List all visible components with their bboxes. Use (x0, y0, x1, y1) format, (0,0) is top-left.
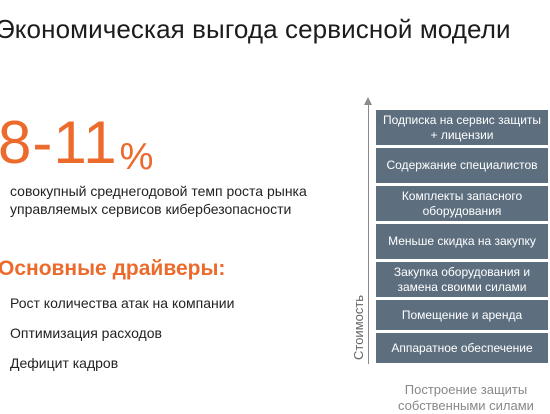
driver-item: Рост количества атак на компании (10, 295, 235, 311)
cost-block-spare-kits: Комплекты запасного оборудования (376, 186, 548, 221)
cost-block-procurement: Закупка оборудования и замена своими сил… (376, 262, 548, 297)
cost-stack: Подписка на сервис защиты + лицензии Сод… (376, 110, 548, 363)
cost-axis-arrow-icon (364, 97, 372, 105)
drivers-title: Основные драйверы: (0, 257, 226, 280)
drivers-list: Рост количества атак на компании Оптимиз… (10, 294, 234, 384)
growth-rate-description: совокупный среднегодовой темп роста рынк… (10, 183, 307, 217)
page-title: Экономическая выгода сервисной модели (0, 14, 511, 44)
driver-item: Оптимизация расходов (10, 325, 162, 341)
cost-block-premises: Помещение и аренда (376, 300, 548, 330)
cost-block-hardware: Аппаратное обеспечение (376, 333, 548, 363)
cost-axis-label-text: Стоимость (351, 294, 366, 360)
cost-block-staff: Содержание специалистов (376, 148, 548, 183)
cost-stack-caption: Построение защиты собственными силами (398, 382, 534, 413)
cost-block-discount: Меньше скидка на закупку (376, 224, 548, 259)
growth-rate-value: 8-11 (0, 109, 118, 176)
cost-axis-line (368, 104, 369, 364)
cost-block-subscription: Подписка на сервис защиты + лицензии (376, 110, 548, 145)
driver-item: Дефицит кадров (10, 355, 119, 371)
growth-rate-stat: 8-11% (0, 108, 154, 178)
growth-rate-unit: % (119, 136, 155, 178)
